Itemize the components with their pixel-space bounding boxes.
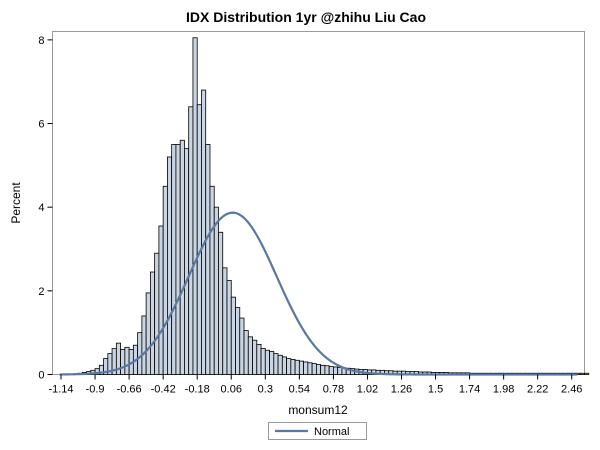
y-tick-label: 4 — [38, 202, 44, 214]
x-tick-label: -0.66 — [117, 384, 142, 396]
histogram-bar — [264, 349, 270, 375]
histogram-bar — [584, 372, 590, 375]
histogram-bar — [120, 348, 126, 375]
histogram-bar — [124, 346, 130, 375]
histogram-bar — [273, 353, 279, 375]
histogram-bar — [243, 330, 249, 375]
histogram-bar — [154, 252, 160, 375]
histogram-bar — [167, 156, 173, 375]
x-tick-label: -0.9 — [86, 384, 105, 396]
histogram-bar — [303, 361, 309, 375]
histogram-bar — [579, 372, 585, 375]
histogram-bar — [230, 296, 236, 375]
x-tick-label: 1.26 — [391, 384, 412, 396]
histogram-bar — [201, 89, 207, 375]
x-tick-label: 2.46 — [561, 384, 582, 396]
histogram-bar — [290, 359, 296, 375]
x-axis-label: monsum12 — [288, 403, 348, 417]
legend-box — [268, 422, 367, 440]
histogram-bar — [247, 336, 253, 375]
x-tick-label: -1.14 — [48, 384, 73, 396]
histogram-bar — [239, 317, 245, 375]
histogram-bar — [188, 106, 194, 375]
x-tick-label: 0.3 — [258, 384, 273, 396]
histogram-bar — [294, 359, 300, 375]
histogram-bar — [162, 185, 168, 375]
legend-normal-label: Normal — [314, 426, 349, 438]
histogram-bars — [69, 37, 590, 375]
histogram-bar — [158, 225, 164, 375]
x-tick-label: 2.22 — [527, 384, 548, 396]
histogram-bar — [311, 363, 317, 375]
x-tick-label: 1.02 — [357, 384, 378, 396]
histogram-bar — [277, 354, 283, 375]
x-tick-label: 1.5 — [428, 384, 443, 396]
histogram-bar — [252, 339, 258, 375]
histogram-bar — [328, 366, 334, 375]
histogram-bar — [315, 364, 322, 375]
x-tick-label: -0.42 — [151, 384, 176, 396]
x-tick-label: 0.78 — [323, 384, 344, 396]
histogram-bar — [213, 206, 219, 375]
histogram-bar — [171, 144, 177, 375]
histogram-bar — [192, 37, 198, 375]
histogram-bar — [141, 315, 147, 375]
histogram-bar — [235, 307, 241, 375]
histogram-bar — [320, 364, 326, 375]
histogram-bar — [196, 104, 202, 375]
plot-frame — [52, 31, 585, 375]
y-tick-label: 6 — [38, 119, 44, 131]
chart-title: IDX Distribution 1yr @zhihu Liu Cao — [186, 9, 426, 25]
y-tick-label: 0 — [38, 370, 44, 382]
histogram-bar — [269, 351, 275, 375]
legend: Normal — [268, 422, 367, 440]
x-tick-label: -0.18 — [185, 384, 210, 396]
x-axis: -1.14 -0.9 -0.66 -0.42 -0.18 0.06 0.3 0.54 0.78 1… — [48, 374, 582, 396]
histogram-bar — [179, 139, 185, 375]
y-axis: 0 2 4 6 8 — [38, 35, 53, 382]
histogram-bar — [205, 144, 211, 375]
histogram-bar — [226, 279, 232, 375]
histogram-bar — [332, 366, 339, 375]
histogram-bar — [184, 148, 190, 375]
histogram-bar — [209, 185, 215, 375]
histogram-bar — [137, 332, 143, 375]
histogram-bar — [260, 348, 266, 375]
histogram-bar — [337, 366, 343, 375]
x-tick-label: 0.54 — [289, 384, 310, 396]
x-tick-label: 1.98 — [493, 384, 514, 396]
histogram-bar — [298, 360, 305, 375]
histogram-bar — [281, 356, 287, 375]
x-tick-label: 0.06 — [221, 384, 242, 396]
normal-curve — [59, 211, 578, 376]
histogram-bar — [175, 144, 181, 375]
histogram-bar — [286, 358, 292, 375]
histogram-bar — [145, 292, 151, 375]
histogram-bar — [149, 271, 156, 375]
x-tick-label: 1.74 — [459, 384, 480, 396]
histogram-bar — [307, 362, 313, 375]
y-tick-label: 8 — [38, 35, 44, 47]
histogram-bar — [256, 343, 262, 375]
histogram-bar — [218, 231, 224, 375]
histogram-bar — [222, 267, 228, 375]
y-tick-label: 2 — [38, 286, 44, 298]
histogram-bar — [324, 365, 330, 375]
y-axis-label: Percent — [9, 182, 23, 224]
